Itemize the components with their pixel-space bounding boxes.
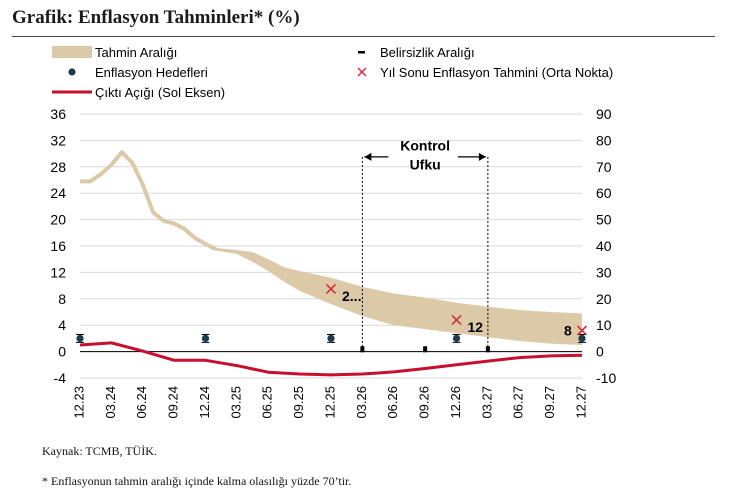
- x-tick-label: 06.27: [511, 386, 526, 419]
- y-left-tick-label: 12: [50, 264, 66, 280]
- year-end-forecast-marker: [325, 283, 337, 294]
- inflation-target-point: [452, 334, 461, 342]
- legend-label-targets: Enflasyon Hedefleri: [95, 65, 208, 80]
- y-left-tick-label: 20: [50, 212, 66, 228]
- year-end-forecast-label: 2...: [342, 288, 361, 304]
- year-end-forecast-label: 8: [564, 322, 572, 338]
- y-left-tick-label: 24: [50, 185, 66, 201]
- x-tick-label: 06.26: [385, 386, 400, 419]
- y-left-tick-label: 36: [50, 106, 66, 122]
- x-tick-label: 03.27: [479, 386, 494, 419]
- uncertainty-marker: [423, 346, 428, 353]
- uncertainty-marker: [360, 346, 365, 353]
- x-tick-label: 09.24: [166, 386, 181, 419]
- forecast-band: [215, 247, 582, 345]
- x-tick-label: 09.25: [291, 386, 306, 419]
- y-left-tick-label: 28: [50, 159, 66, 175]
- y-right-tick-label: 90: [596, 106, 612, 122]
- inflation-target-point: [201, 334, 210, 342]
- control-horizon-arrowhead-right: [478, 152, 486, 161]
- x-tick-label: 12.25: [322, 386, 337, 419]
- y-right-tick-label: 70: [596, 159, 612, 175]
- legend-swatch-targets: [68, 68, 76, 76]
- y-right-tick-label: 10: [596, 317, 612, 333]
- y-right-tick-label: 20: [596, 291, 612, 307]
- uncertainty-marker: [485, 346, 490, 353]
- y-left-tick-label: -4: [54, 370, 67, 386]
- legend-label-band: Tahmin Aralığı: [95, 45, 177, 60]
- x-tick-label: 03.26: [354, 386, 369, 419]
- inflation-history-line: [80, 150, 217, 252]
- output-gap-line: [79, 341, 583, 377]
- y-left-tick-label: 4: [58, 317, 66, 333]
- title-divider: [12, 36, 715, 37]
- footnote: * Enflasyonun tahmin aralığı içinde kalm…: [42, 474, 352, 488]
- chart-title: Grafik: Enflasyon Tahminleri* (%): [12, 7, 300, 28]
- y-right-tick-label: 40: [596, 238, 612, 254]
- y-left-tick-label: 16: [50, 238, 66, 254]
- y-right-tick-label: 0: [596, 344, 604, 360]
- source-note: Kaynak: TCMB, TÜİK.: [42, 444, 157, 458]
- legend-swatch-year-end: [357, 67, 367, 77]
- inflation-target-point: [76, 334, 84, 342]
- y-right-tick-label: -10: [596, 370, 616, 386]
- inflation-target-point: [327, 334, 335, 342]
- legend-swatch-band: [52, 46, 92, 58]
- legend-label-year-end: Yıl Sonu Enflasyon Tahmini (Orta Nokta): [380, 65, 613, 80]
- y-right-tick-label: 50: [596, 212, 612, 228]
- y-right-tick-label: 30: [596, 264, 612, 280]
- legend-label-output-gap: Çıktı Açığı (Sol Eksen): [95, 85, 225, 100]
- y-right-tick-label: 80: [596, 132, 612, 148]
- year-end-forecast-marker: [451, 314, 462, 325]
- x-tick-label: 12.27: [573, 386, 588, 419]
- x-tick-label: 03.24: [103, 386, 118, 419]
- x-tick-label: 12.23: [71, 386, 86, 419]
- y-right-tick-label: 60: [596, 185, 612, 201]
- x-tick-label: 09.26: [417, 386, 432, 419]
- x-tick-label: 06.25: [260, 386, 275, 419]
- legend-swatch-uncertainty: [358, 51, 365, 54]
- x-tick-label: 09.27: [542, 386, 557, 419]
- control-horizon-arrowhead-left: [364, 152, 372, 161]
- x-tick-label: 12.26: [448, 386, 463, 419]
- y-left-tick-label: 8: [58, 291, 66, 307]
- x-tick-label: 06.24: [134, 386, 149, 419]
- year-end-forecast-label: 12: [468, 319, 484, 335]
- control-horizon-label: Kontrol: [400, 138, 450, 154]
- y-left-tick-label: 0: [58, 344, 66, 360]
- year-end-forecast-marker: [576, 325, 588, 336]
- y-left-tick-label: 32: [50, 132, 66, 148]
- inflation-target-point: [578, 334, 586, 342]
- x-tick-label: 03.25: [228, 386, 243, 419]
- legend-label-uncertainty: Belirsizlik Aralığı: [380, 45, 475, 60]
- control-horizon-label: Ufku: [410, 157, 441, 173]
- x-tick-label: 12.24: [197, 386, 212, 419]
